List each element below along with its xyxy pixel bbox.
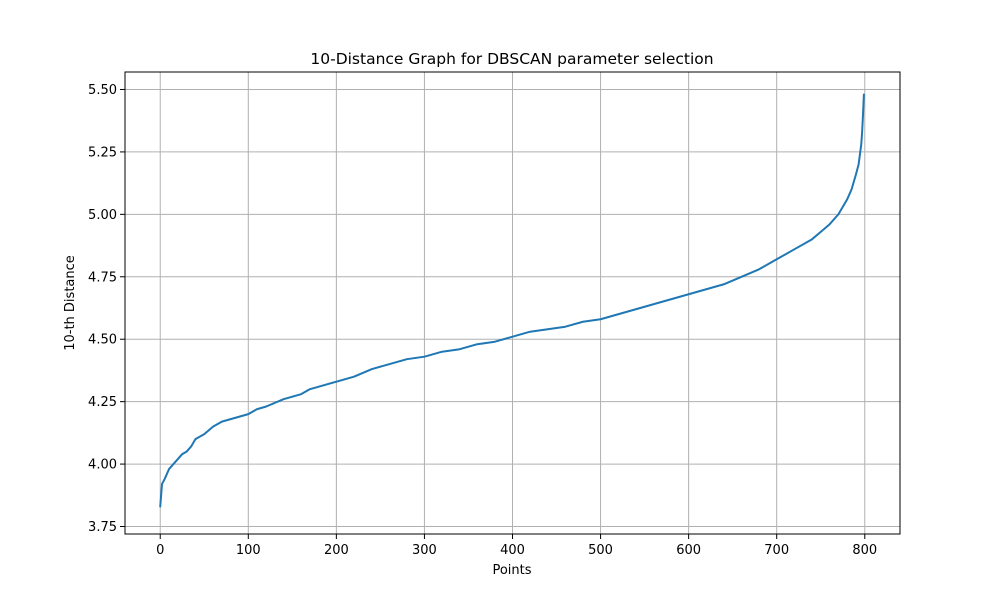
x-tick-label: 100	[236, 543, 261, 558]
series-line	[159, 93, 865, 508]
y-tick-label: 5.25	[88, 145, 117, 160]
x-tick-label: 700	[764, 543, 789, 558]
series-layer	[159, 93, 865, 508]
y-tick-label: 4.25	[88, 395, 117, 410]
y-tick-label: 5.50	[88, 83, 117, 98]
x-axis-title: Points	[492, 563, 531, 578]
y-tick-label: 4.00	[88, 458, 117, 473]
x-tick-label: 0	[156, 543, 164, 558]
x-tick-label: 300	[412, 543, 437, 558]
y-tick-label: 5.00	[88, 208, 117, 223]
x-tick-label: 400	[500, 543, 525, 558]
x-tick-label: 600	[676, 543, 701, 558]
y-axis-title: 10-th Distance	[63, 255, 78, 351]
x-tick-label: 800	[852, 543, 877, 558]
grid-layer	[125, 72, 900, 534]
y-tick-label: 4.75	[88, 270, 117, 285]
y-tick-label: 3.75	[88, 520, 117, 535]
ticks-layer: 0 100 200 300 400 500 600 700 800 3.75 4.00 4.25 4.5…	[88, 83, 877, 558]
x-tick-label: 500	[588, 543, 613, 558]
y-tick-label: 4.50	[88, 333, 117, 348]
chart-title: 10-Distance Graph for DBSCAN parameter s…	[310, 50, 713, 68]
x-tick-label: 200	[324, 543, 349, 558]
